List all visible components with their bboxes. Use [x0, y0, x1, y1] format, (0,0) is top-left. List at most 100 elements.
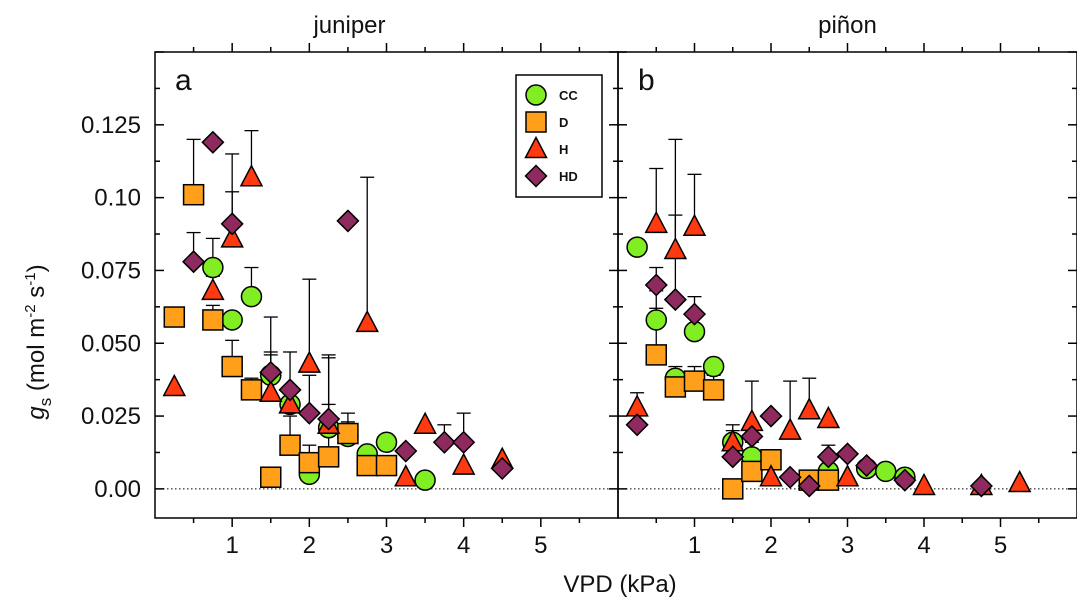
point-hd	[182, 250, 206, 274]
x-tick-label-pinon: 4	[917, 532, 930, 559]
legend-label-h: H	[559, 142, 568, 157]
point-hd	[432, 430, 456, 454]
point-h	[912, 472, 936, 496]
point-hd	[201, 130, 225, 154]
point-h	[663, 236, 688, 260]
point-d	[702, 379, 725, 401]
point-hd	[644, 273, 668, 297]
point-d	[645, 344, 667, 366]
point-h	[1007, 469, 1032, 493]
point-hd	[835, 442, 860, 466]
point-h	[816, 405, 841, 429]
point-d	[722, 478, 744, 500]
y-tick-label: 0.00	[94, 476, 141, 503]
point-hd	[625, 413, 649, 437]
point-h	[644, 210, 668, 234]
x-tick-label-juniper: 3	[380, 532, 393, 559]
y-tick-label: 0.025	[81, 403, 141, 430]
x-tick-label-juniper: 1	[225, 532, 238, 559]
panel-label-pinon: b	[638, 64, 655, 97]
point-hd	[682, 302, 707, 326]
point-hd	[452, 430, 476, 454]
legend-label-hd: HD	[559, 169, 578, 184]
point-d	[741, 460, 763, 483]
x-tick-label-juniper: 4	[457, 532, 470, 559]
point-cc	[221, 309, 243, 331]
point-hd	[969, 474, 993, 498]
point-hd	[259, 360, 283, 384]
x-tick-label-pinon: 2	[764, 532, 777, 559]
point-h	[682, 213, 707, 236]
point-d	[683, 370, 706, 392]
legend-marker-cc	[525, 84, 547, 106]
point-h	[278, 391, 302, 414]
point-hd	[220, 212, 244, 236]
point-h	[835, 464, 860, 487]
point-hd	[893, 468, 917, 492]
point-hd	[759, 404, 783, 428]
point-d	[375, 454, 398, 477]
x-tick-label-juniper: 5	[534, 532, 547, 559]
point-d	[163, 306, 186, 328]
point-h	[355, 309, 379, 333]
point-hd	[297, 401, 321, 425]
point-d	[240, 379, 263, 401]
panel-label-juniper: a	[175, 64, 192, 97]
point-h	[220, 225, 244, 248]
point-hd	[394, 439, 418, 463]
point-d	[260, 466, 282, 488]
legend-label-cc: CC	[559, 88, 578, 103]
point-cc	[414, 469, 436, 491]
point-cc	[645, 309, 667, 331]
point-h	[413, 411, 437, 435]
point-cc	[875, 460, 897, 483]
point-hd	[855, 454, 879, 478]
y-tick-label: 0.075	[81, 257, 141, 284]
x-tick-label-pinon: 1	[688, 532, 701, 559]
point-hd	[816, 445, 840, 469]
point-cc	[702, 355, 725, 378]
point-h	[201, 277, 225, 301]
point-d	[337, 422, 359, 445]
point-h	[162, 373, 187, 397]
panel-title-pinon: piñon	[818, 12, 877, 39]
x-tick-label-pinon: 3	[841, 532, 854, 559]
point-h	[259, 379, 283, 403]
point-h	[394, 464, 418, 487]
point-h	[239, 164, 264, 187]
point-h	[759, 464, 783, 487]
point-d	[298, 451, 321, 474]
point-h	[297, 350, 322, 373]
legend-marker-hd	[524, 164, 548, 188]
point-hd	[317, 407, 341, 431]
point-h	[451, 452, 476, 475]
legend-label-d: D	[559, 115, 568, 130]
point-h	[625, 394, 649, 417]
point-hd	[778, 465, 802, 489]
point-cc	[202, 256, 224, 279]
point-hd	[797, 474, 821, 498]
x-axis-label: VPD (kPa)	[563, 571, 676, 598]
legend-marker-h	[524, 135, 548, 159]
point-cc	[375, 431, 398, 454]
point-d	[202, 309, 224, 331]
point-hd	[663, 288, 687, 312]
y-tick-label: 0.050	[81, 330, 141, 357]
point-hd	[278, 378, 302, 402]
point-d	[279, 434, 301, 456]
point-hd	[721, 445, 745, 469]
y-tick-label: 0.125	[81, 112, 141, 139]
point-hd	[336, 209, 360, 233]
point-cc	[626, 236, 648, 258]
legend-marker-d	[525, 111, 547, 133]
point-d	[817, 469, 840, 491]
point-hd	[490, 456, 514, 481]
x-tick-label-juniper: 2	[303, 532, 316, 559]
point-d	[664, 376, 687, 398]
x-tick-label-pinon: 5	[994, 532, 1007, 559]
point-h	[797, 397, 821, 420]
point-cc	[240, 285, 263, 308]
point-d	[317, 446, 340, 468]
panel-title-juniper: juniper	[312, 12, 385, 39]
